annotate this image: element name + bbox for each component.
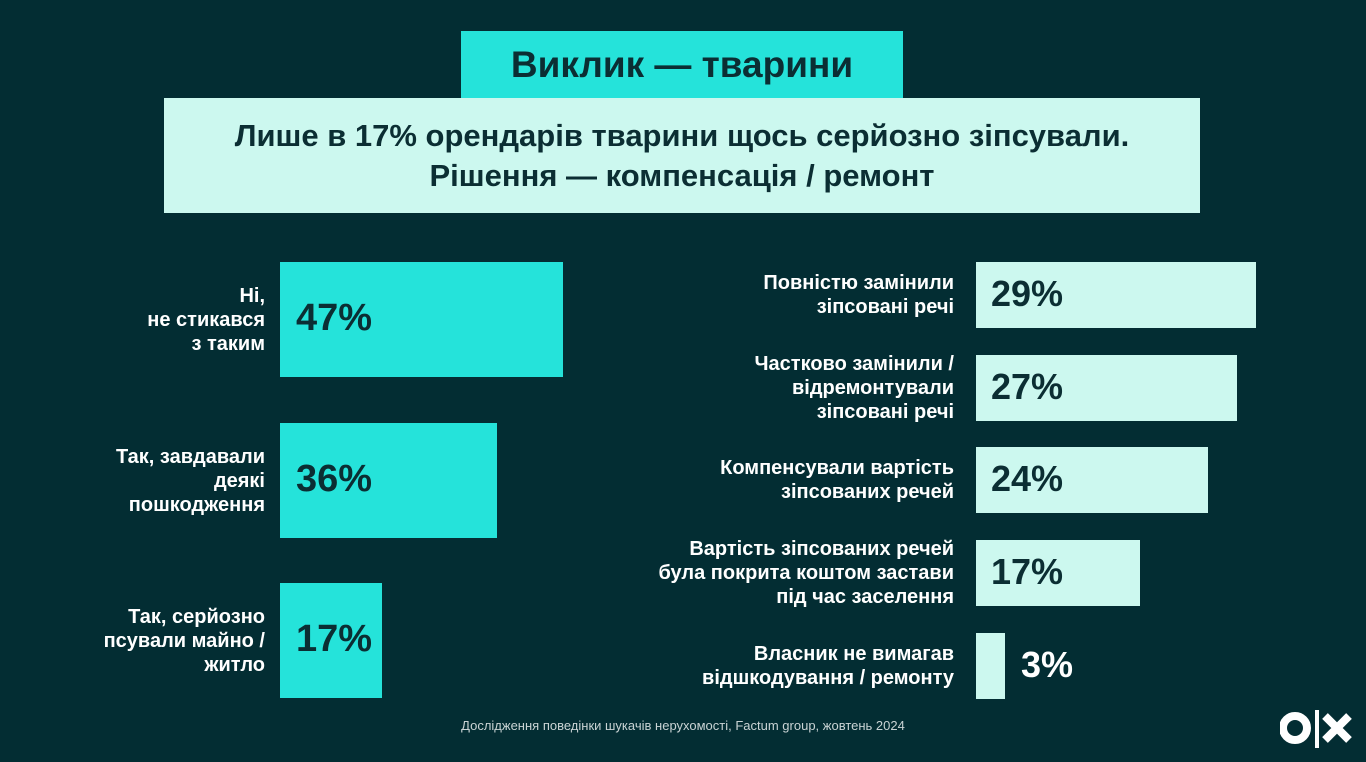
category-label-line: з таким (191, 332, 265, 355)
category-label-line: Частково замінили / (754, 353, 954, 375)
data-label: 3% (1020, 644, 1073, 686)
category-label-line: відремонтували (791, 377, 954, 399)
category-label-line: зіпсованих речей (781, 481, 954, 503)
category-label-line: Повністю замінили (763, 272, 954, 294)
category-label: Власник не вимагав відшкодування / ремонт… (702, 642, 954, 690)
bar-left-2 (280, 583, 383, 698)
bar-left-1 (280, 423, 497, 538)
category-label-line: житло (204, 653, 265, 676)
category-label-line: псували майно / (103, 629, 265, 652)
category-label-line: була покрита коштом застави (658, 562, 954, 584)
category-label: Ні, не стикався з таким (147, 284, 265, 356)
data-label: 27% (991, 366, 1064, 408)
category-label-line: зіпсовані речі (816, 401, 954, 423)
category-label-line: Так, завдавали (115, 445, 265, 468)
title: Виклик — тварини (510, 43, 854, 85)
category-label: Так, серйозно псували майно / житло (104, 605, 265, 677)
category-label-line: зіпсовані речі (816, 296, 954, 318)
category-label-line: пошкодження (128, 493, 265, 516)
data-label: 36% (296, 457, 373, 500)
bar-right-4 (976, 633, 1005, 699)
category-label-line: Власник не вимагав (753, 643, 954, 665)
subtitle-box: Лише в 17% орендарів тварини щось серйоз… (164, 98, 1200, 213)
bar-right-0 (976, 262, 1256, 328)
category-label-line: не стикався (147, 308, 265, 331)
category-label-line: під час заселення (776, 586, 954, 608)
data-label: 47% (296, 296, 373, 339)
category-label-line: Ні, (239, 284, 265, 307)
subtitle-line-1: Лише в 17% орендарів тварини щось серйоз… (234, 117, 1130, 153)
bar-right-3 (976, 540, 1141, 606)
olx-logo (1279, 708, 1356, 753)
category-label-line: Вартість зіпсованих речей (689, 538, 954, 560)
data-label: 24% (991, 458, 1064, 500)
category-label: Вартість зіпсованих речей була покрита ко… (658, 537, 954, 609)
category-label: Так, завдавали деякі пошкодження (116, 445, 265, 517)
bar-right-2 (976, 447, 1208, 513)
category-label-line: Компенсували вартість (720, 457, 954, 479)
data-label: 29% (991, 273, 1064, 315)
category-label-line: Так, серйозно (128, 605, 265, 628)
data-label: 17% (296, 617, 373, 660)
category-label-line: деякі (213, 469, 265, 492)
bar-right-1 (976, 355, 1237, 421)
source-footer: Дослідження поведінки шукачів нерухомост… (461, 718, 905, 733)
bar-left-0 (280, 262, 563, 377)
data-label: 17% (991, 551, 1064, 593)
category-label: Компенсували вартість зіпсованих речей (720, 456, 954, 504)
title-box: Виклик — тварини (461, 31, 903, 98)
category-label: Повністю замінили зіпсовані речі (763, 271, 954, 319)
subtitle-line-2: Рішення — компенсація / ремонт (429, 157, 935, 193)
category-label: Частково замінили / відремонтували зіпсова… (754, 352, 954, 424)
category-label-line: відшкодування / ремонту (702, 667, 954, 689)
